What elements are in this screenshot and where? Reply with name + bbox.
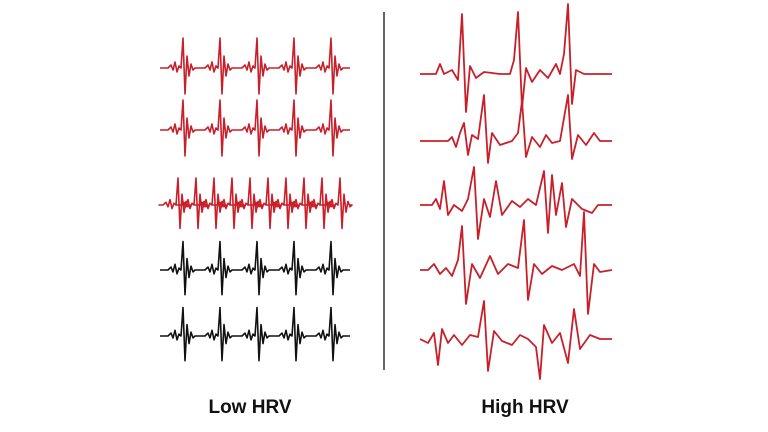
high-hrv-trace-5 [419, 300, 612, 380]
low-hrv-trace-5 [160, 306, 350, 362]
high-hrv-panel [419, 3, 613, 380]
low-hrv-trace-1 [160, 37, 350, 95]
high-hrv-trace-4 [420, 211, 613, 315]
low-hrv-trace-4 [160, 240, 350, 296]
low-hrv-label: Low HRV [208, 397, 292, 418]
low-hrv-trace-2 [160, 99, 350, 157]
high-hrv-trace-3 [420, 166, 612, 240]
low-hrv-panel [158, 37, 353, 362]
low-hrv-trace-3 [158, 177, 353, 230]
high-hrv-trace-2 [420, 94, 612, 164]
high-hrv-label: High HRV [481, 397, 569, 418]
high-hrv-trace-1 [420, 3, 612, 113]
